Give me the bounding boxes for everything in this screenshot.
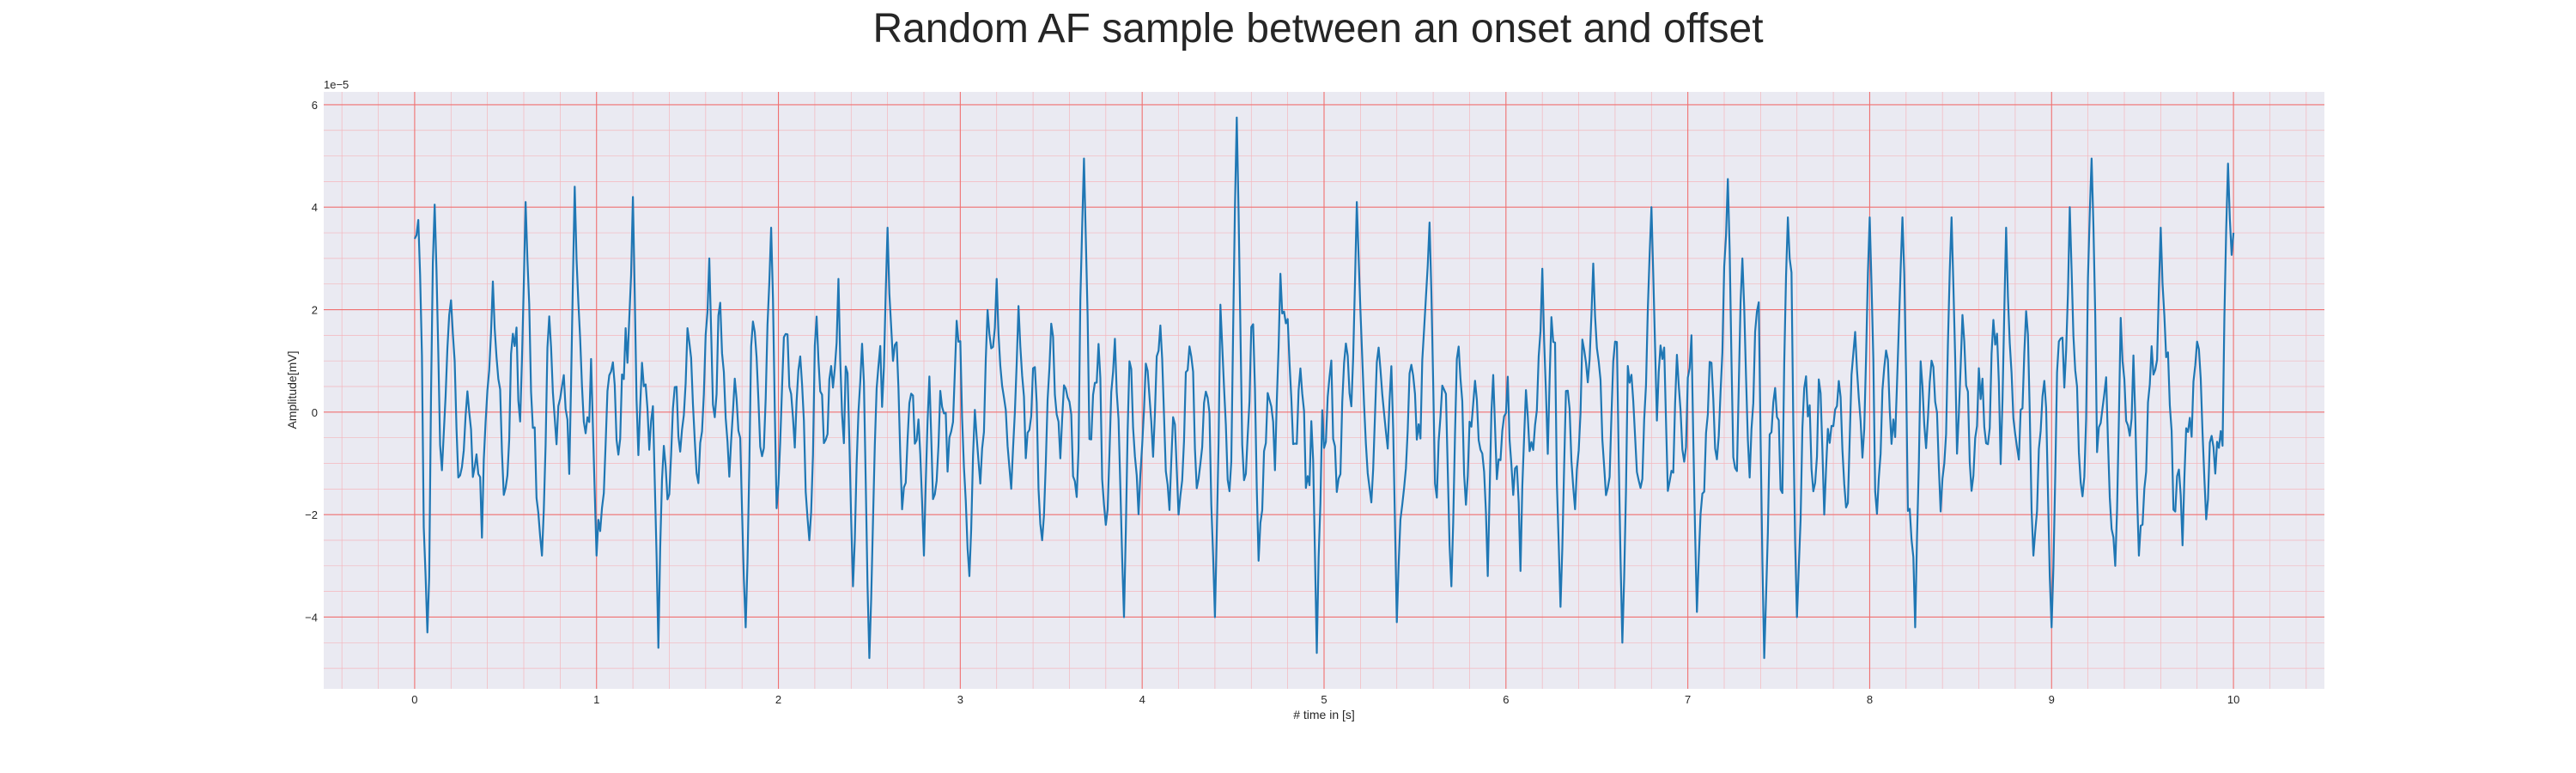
y-tick-label: −4 — [305, 611, 318, 624]
chart-title: Random AF sample between an onset and of… — [872, 6, 1764, 52]
x-tick-label: 7 — [1685, 693, 1691, 706]
series-line — [413, 116, 2235, 660]
x-tick-label: 0 — [411, 693, 417, 706]
y-tick-label: 2 — [312, 304, 318, 317]
y-offset-label: 1e−5 — [324, 78, 349, 91]
y-tick-label: 4 — [312, 201, 318, 214]
x-tick-label: 6 — [1503, 693, 1509, 706]
x-tick-label: 2 — [775, 693, 781, 706]
x-tick-labels: 0 1 2 3 4 5 6 7 8 9 10 — [411, 693, 2239, 706]
x-axis-label: # time in [s] — [1293, 708, 1355, 721]
y-tick-label: −2 — [305, 508, 318, 521]
y-axis-label: Amplitude[mV] — [285, 350, 299, 429]
y-tick-labels: −4 −2 0 2 4 6 — [305, 99, 318, 624]
x-tick-label: 8 — [1867, 693, 1873, 706]
x-tick-label: 5 — [1321, 693, 1327, 706]
series-layer — [413, 116, 2235, 660]
y-tick-label: 0 — [312, 406, 318, 419]
x-tick-label: 10 — [2227, 693, 2239, 706]
y-tick-label: 6 — [312, 99, 318, 112]
x-tick-label: 1 — [593, 693, 599, 706]
x-tick-label: 4 — [1139, 693, 1145, 706]
x-tick-label: 3 — [957, 693, 963, 706]
x-tick-label: 9 — [2049, 693, 2055, 706]
